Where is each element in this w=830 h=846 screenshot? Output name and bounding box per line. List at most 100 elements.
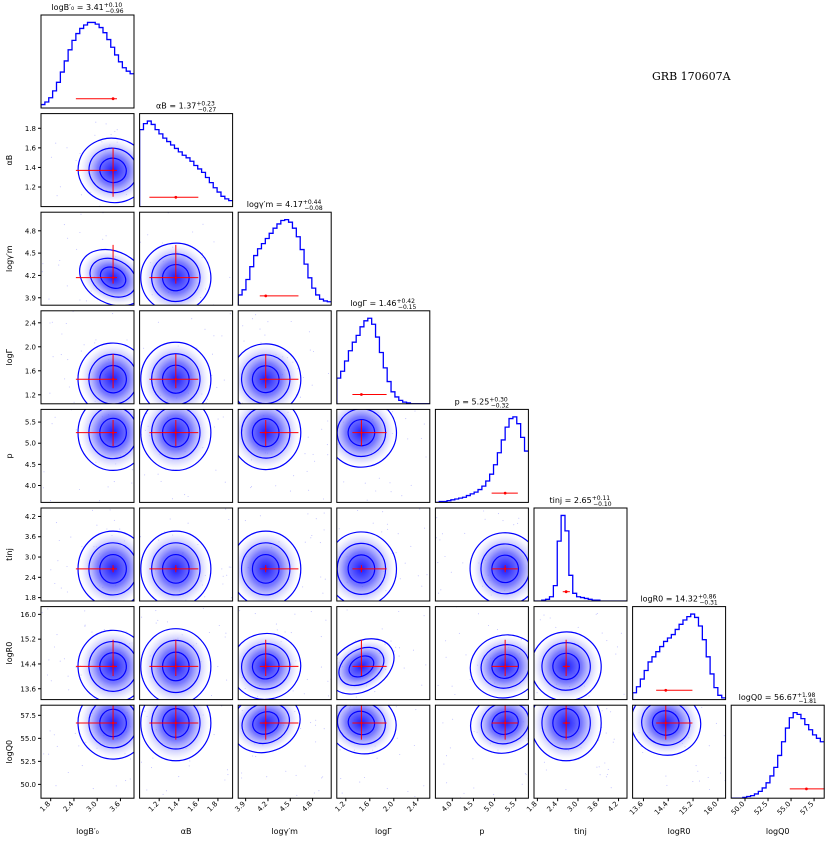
x-tick-label: 52.5 — [753, 800, 770, 817]
sample-point — [196, 347, 198, 349]
sample-point — [99, 500, 101, 502]
median-point — [360, 665, 363, 668]
contour-3 — [79, 248, 134, 306]
sample-point — [410, 484, 412, 486]
contour-3 — [534, 705, 602, 762]
sample-point — [462, 562, 464, 564]
sample-point — [49, 500, 52, 502]
sample-point — [43, 471, 45, 473]
sample-point — [213, 426, 215, 428]
contour-3 — [140, 705, 212, 762]
sample-point — [166, 621, 169, 623]
median-point — [503, 665, 507, 668]
sample-point — [254, 613, 256, 615]
sample-point — [84, 625, 86, 627]
contour-1 — [99, 708, 127, 738]
contour-1 — [99, 652, 127, 681]
contour-2 — [338, 646, 385, 687]
contour-2 — [88, 705, 134, 749]
sample-point — [452, 718, 454, 720]
sample-point — [407, 790, 409, 793]
contour-3 — [140, 409, 212, 471]
sample-point — [49, 392, 51, 394]
sample-point — [211, 375, 213, 377]
y-tick-label: 1.8 — [25, 125, 36, 133]
sample-point — [161, 242, 163, 244]
sample-point — [321, 428, 323, 430]
sample-point — [226, 769, 229, 771]
sample-point — [306, 470, 308, 472]
sample-point — [57, 560, 59, 562]
sample-point — [382, 511, 384, 513]
panel-6-4 — [434, 606, 529, 701]
sample-point — [306, 678, 308, 680]
sample-point — [208, 631, 210, 634]
sample-point — [423, 785, 425, 787]
sample-point — [464, 532, 466, 534]
contour-3 — [238, 343, 302, 404]
summary-title-logB0: logB′₀ = 3.41+0.10 −0.96 — [51, 2, 123, 15]
sample-point — [58, 264, 60, 266]
sample-point — [421, 684, 423, 686]
sample-point — [312, 453, 314, 455]
sample-point — [326, 444, 328, 446]
median-marker-tinj — [564, 590, 568, 594]
sample-point — [222, 583, 224, 585]
sample-point — [81, 765, 83, 767]
sample-point — [314, 724, 317, 726]
sample-point — [398, 647, 401, 649]
contour-1 — [99, 266, 127, 289]
sample-point — [46, 674, 49, 676]
sample-point — [309, 349, 311, 351]
sample-point — [169, 518, 171, 520]
sample-point — [311, 384, 313, 386]
panel-4-3 — [336, 408, 431, 503]
sample-point — [513, 524, 515, 526]
sample-point — [496, 629, 499, 631]
contour-2 — [336, 409, 387, 458]
x-tick-label: 2.4 — [62, 800, 76, 814]
x-tick-label: 3.0 — [566, 800, 580, 814]
y-tick-label: 2.4 — [25, 574, 37, 582]
sample-point — [386, 523, 388, 525]
sample-point — [604, 762, 606, 764]
sample-point — [206, 398, 208, 400]
sample-point — [425, 664, 427, 666]
sample-point — [50, 569, 52, 571]
sample-point — [140, 421, 142, 423]
sample-point — [536, 692, 538, 694]
panel-frame — [533, 606, 628, 701]
sample-point — [322, 776, 324, 778]
sample-point — [290, 632, 292, 634]
contour-3 — [336, 638, 395, 695]
sample-point — [48, 659, 50, 661]
panel-frame — [336, 507, 431, 602]
sample-point — [708, 745, 710, 747]
sample-point — [613, 738, 615, 740]
contour-1 — [347, 418, 376, 447]
sample-point — [226, 574, 228, 576]
sample-point — [319, 542, 321, 544]
median-point — [174, 665, 178, 668]
panel-7-0: 50.0 52.5 55.0 57.5 logQ0 1.8 2.4 3.0 3.6 logB′₀ — [5, 704, 135, 836]
y-axis-label-tinj: tinj — [5, 548, 14, 561]
y-tick-label: 3.6 — [25, 533, 37, 541]
y-axis-label-p: p — [5, 453, 14, 458]
contour-2 — [541, 642, 591, 691]
sample-point — [67, 237, 69, 239]
x-axis-label-logQ0: logQ0 — [766, 827, 790, 836]
sample-point — [228, 566, 230, 568]
x-tick-label: 1.6 — [186, 800, 200, 814]
sample-point — [300, 727, 302, 730]
sample-point — [304, 541, 306, 543]
median-point — [174, 378, 178, 381]
sample-point — [110, 134, 112, 136]
sample-point — [218, 624, 220, 627]
y-tick-label: 14.4 — [20, 660, 36, 668]
panel-frame — [40, 113, 135, 208]
sample-point — [502, 520, 504, 522]
x-tick-label: 4.5 — [461, 800, 475, 814]
sample-point — [91, 509, 94, 511]
contour-1 — [491, 710, 519, 736]
y-tick-label: 4.0 — [25, 482, 36, 490]
